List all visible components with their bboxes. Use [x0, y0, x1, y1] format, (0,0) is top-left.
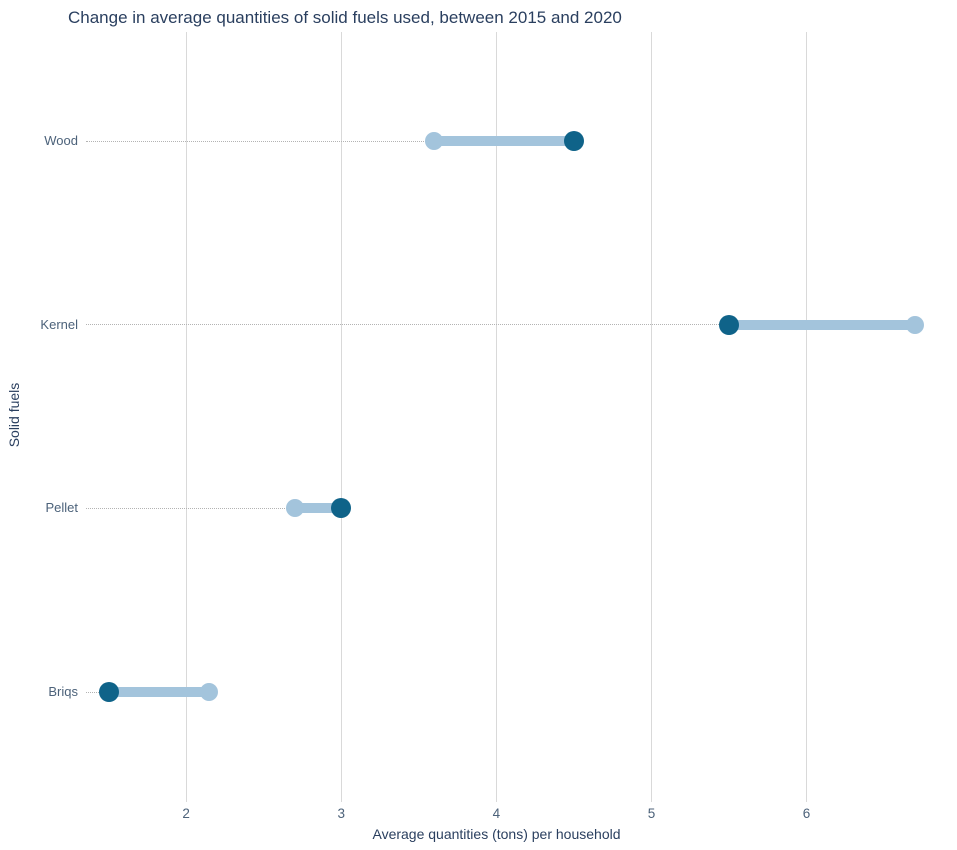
connector-bar: [108, 687, 210, 697]
x-gridline: [340, 32, 342, 802]
leader-line: [86, 324, 729, 326]
y-category-label: Wood: [44, 133, 78, 148]
dark-dot: [331, 498, 352, 519]
light-dot: [285, 499, 304, 518]
dark-dot: [719, 314, 739, 335]
x-tick-label: 2: [182, 806, 190, 821]
x-axis-title: Average quantities (tons) per household: [372, 826, 621, 842]
connector-bar: [434, 136, 574, 146]
leader-line: [86, 507, 295, 509]
light-dot: [906, 315, 925, 334]
y-category-label: Briqs: [48, 684, 78, 699]
y-category-label: Pellet: [45, 500, 78, 516]
x-gridline: [650, 32, 652, 802]
light-dot: [200, 683, 219, 701]
dark-dot: [563, 131, 584, 151]
connector-bar: [294, 503, 342, 514]
x-gridline: [495, 32, 497, 802]
dark-dot: [98, 682, 119, 702]
x-tick-label: 5: [647, 806, 656, 821]
chart-title: Change in average quantities of solid fu…: [68, 8, 622, 27]
x-tick-label: 6: [802, 806, 811, 821]
leader-line: [86, 140, 435, 142]
x-tick-label: 3: [337, 806, 345, 821]
x-gridline: [185, 32, 187, 802]
x-tick-label: 4: [492, 806, 501, 821]
connector-bar: [729, 319, 916, 330]
light-dot: [425, 132, 444, 150]
y-category-label: Kernel: [40, 316, 78, 332]
leader-line: [86, 691, 109, 693]
x-gridline: [806, 32, 808, 802]
